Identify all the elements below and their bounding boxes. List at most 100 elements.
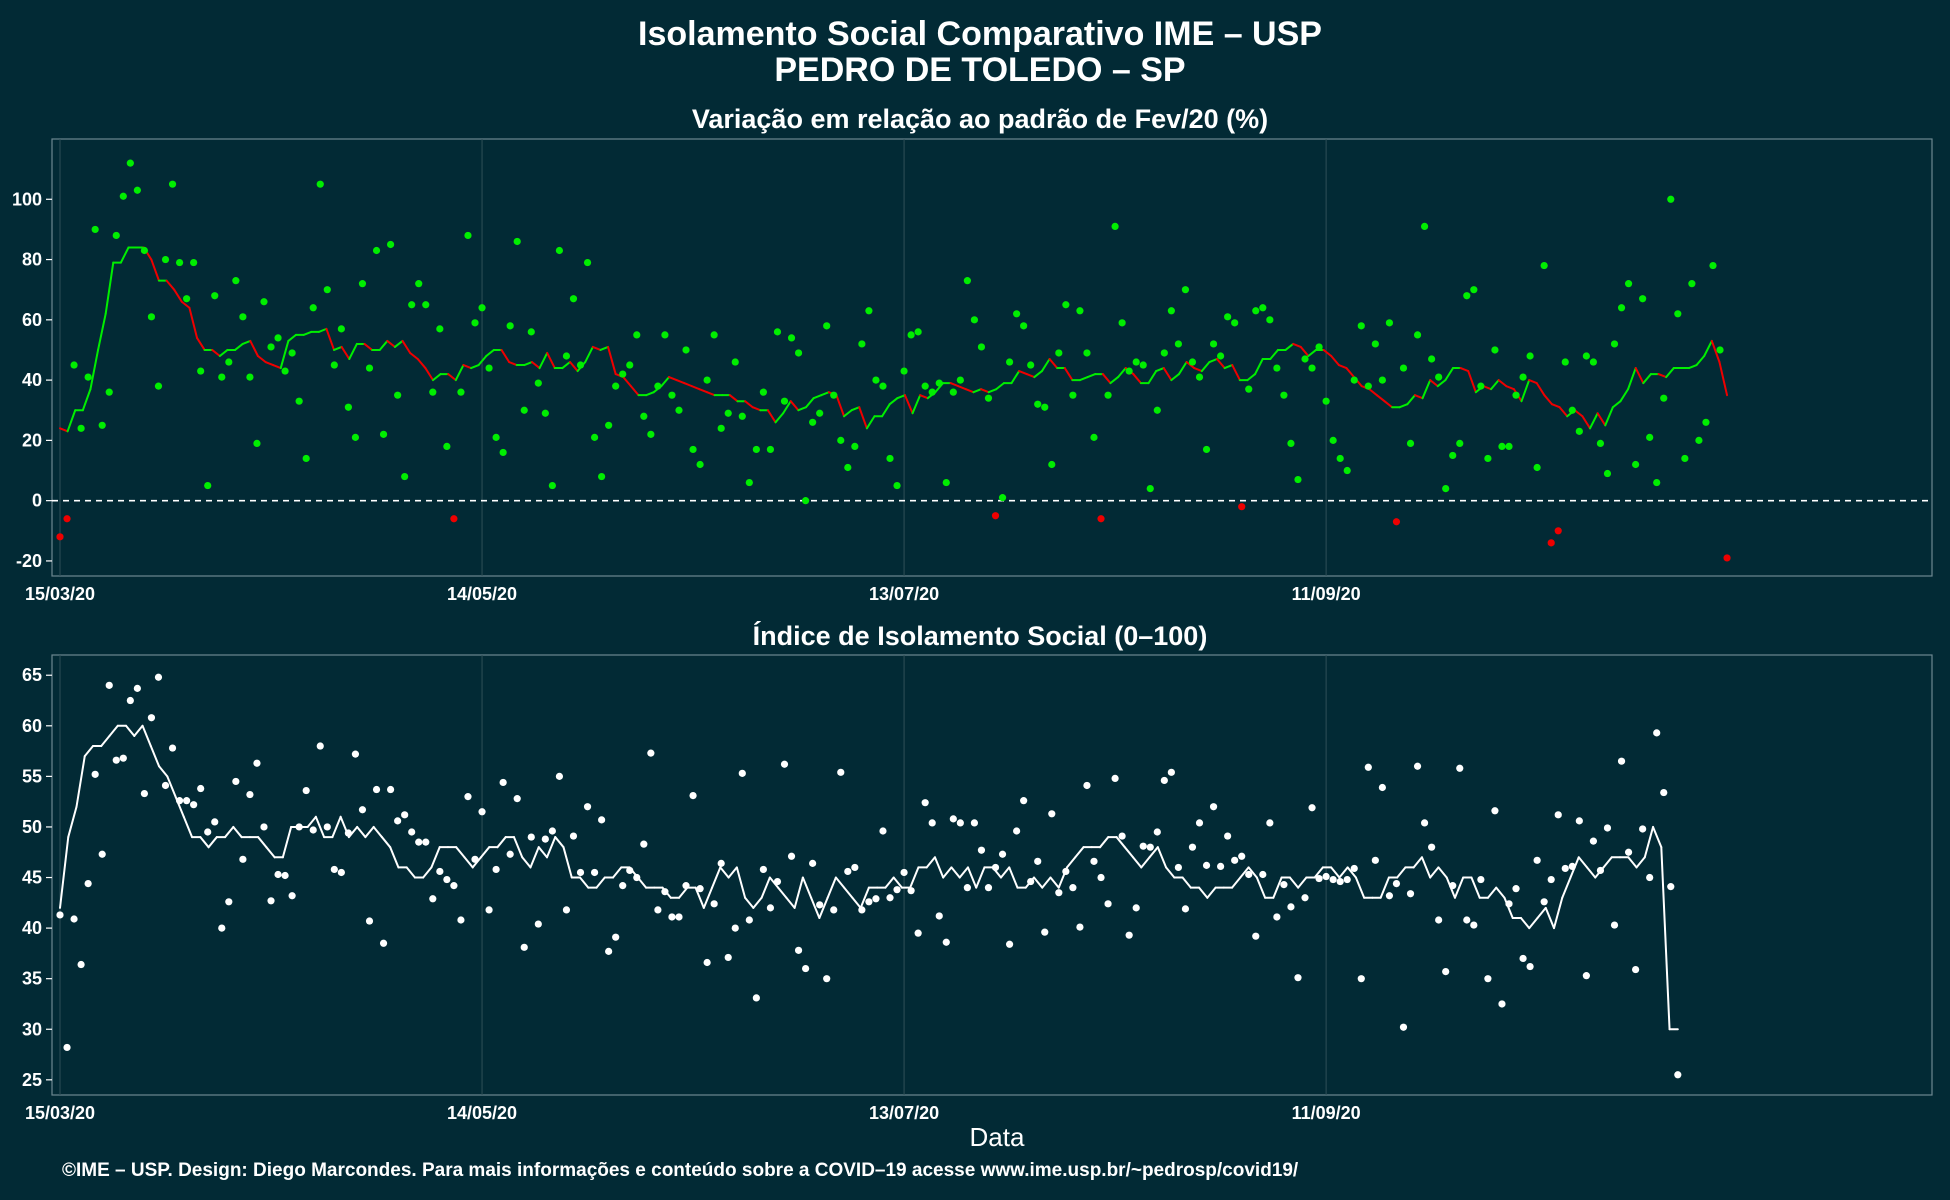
data-point xyxy=(1632,965,1640,974)
moving-average-segment xyxy=(333,345,343,351)
data-point xyxy=(794,349,803,357)
data-point xyxy=(1090,433,1098,441)
data-point xyxy=(1280,881,1288,889)
data-point xyxy=(1385,319,1394,327)
data-point xyxy=(1343,875,1351,884)
panel-variation: 15/03/20 14/05/20 13/07/20 11/09/20 -20 0 20 40… xyxy=(12,138,1933,604)
data-point xyxy=(1301,355,1309,363)
moving-average-segment xyxy=(1383,400,1394,409)
data-point xyxy=(1702,418,1710,426)
moving-average-segment xyxy=(820,391,830,397)
moving-average-segment xyxy=(545,836,557,859)
data-point xyxy=(1399,1023,1408,1031)
data-point xyxy=(436,867,444,876)
moving-average-segment xyxy=(1254,358,1264,376)
data-point xyxy=(1617,304,1626,312)
moving-average-segment xyxy=(735,866,747,899)
moving-average-segment xyxy=(812,394,823,400)
data-point xyxy=(886,454,894,463)
moving-average-segment xyxy=(1589,412,1599,430)
moving-average-segment xyxy=(706,391,716,397)
moving-average-segment xyxy=(380,836,392,849)
y-tick-label: 0 xyxy=(32,491,42,511)
data-point xyxy=(893,481,901,490)
moving-average-segment xyxy=(512,836,524,859)
data-point xyxy=(1013,827,1021,835)
data-point xyxy=(246,373,254,381)
moving-average-segment xyxy=(348,342,358,361)
moving-average-segment xyxy=(416,358,427,370)
data-point xyxy=(1132,904,1140,912)
data-point xyxy=(1294,475,1302,484)
data-point xyxy=(1146,485,1154,493)
data-point xyxy=(1167,307,1175,315)
moving-average-segment xyxy=(546,351,556,370)
data-point xyxy=(133,684,141,692)
moving-average-segment xyxy=(356,825,367,839)
data-point xyxy=(1259,304,1267,312)
moving-average-segment xyxy=(1284,342,1295,351)
data-point xyxy=(724,953,732,962)
moving-average-segment xyxy=(232,825,243,839)
data-point xyxy=(858,906,866,914)
moving-average-segment xyxy=(711,866,722,889)
moving-average-segment xyxy=(1413,394,1424,400)
moving-average-segment xyxy=(919,394,929,400)
data-point xyxy=(640,840,648,848)
data-point xyxy=(1273,913,1281,921)
data-point xyxy=(471,319,479,327)
moving-average-segment xyxy=(1467,370,1477,394)
data-point xyxy=(1519,954,1527,963)
x-tick-label: 14/05/20 xyxy=(447,584,517,604)
data-point xyxy=(253,439,261,447)
data-point xyxy=(1020,322,1028,330)
moving-average-segment xyxy=(1033,370,1043,379)
data-point xyxy=(302,786,310,795)
moving-average-segment xyxy=(1177,361,1188,376)
data-point xyxy=(1512,885,1520,893)
data-point xyxy=(1118,319,1126,327)
moving-average-segment xyxy=(1185,361,1196,370)
data-point xyxy=(1048,460,1056,469)
moving-average-segment xyxy=(782,400,792,415)
data-point xyxy=(1350,864,1358,873)
data-point xyxy=(1603,824,1612,832)
data-point xyxy=(576,361,585,369)
data-point xyxy=(1582,972,1590,980)
data-point xyxy=(1653,478,1661,487)
data-point xyxy=(63,1043,71,1052)
moving-average-segment xyxy=(1132,856,1143,869)
data-point xyxy=(710,331,718,339)
data-point xyxy=(1639,295,1647,303)
data-point xyxy=(464,231,472,240)
data-point xyxy=(1174,340,1182,348)
data-point xyxy=(520,406,528,414)
data-point xyxy=(1111,222,1119,230)
data-point xyxy=(119,754,127,762)
moving-average-segment xyxy=(752,896,763,909)
moving-average-segment xyxy=(888,397,899,406)
data-point xyxy=(640,412,648,420)
moving-average-segment xyxy=(97,312,107,351)
data-point xyxy=(63,515,71,523)
moving-average-segment xyxy=(1162,367,1173,382)
data-point xyxy=(119,192,127,200)
moving-average-segment xyxy=(141,724,152,748)
data-point xyxy=(1181,286,1190,294)
data-point xyxy=(710,900,718,908)
data-point xyxy=(1505,900,1513,908)
y-tick-label: 25 xyxy=(22,1070,42,1090)
data-point xyxy=(274,334,282,342)
data-point xyxy=(949,388,957,396)
moving-average-segment xyxy=(281,825,293,859)
y-tick-label: -20 xyxy=(16,551,42,571)
x-tick-label: 13/07/20 xyxy=(869,1103,939,1123)
data-point xyxy=(1667,883,1675,891)
moving-average-segment xyxy=(224,825,235,839)
moving-average-segment xyxy=(1041,876,1052,889)
moving-average-segment xyxy=(314,815,326,839)
moving-average-segment xyxy=(911,394,922,415)
moving-average-segment xyxy=(903,394,914,415)
moving-average-segment xyxy=(1486,886,1498,899)
